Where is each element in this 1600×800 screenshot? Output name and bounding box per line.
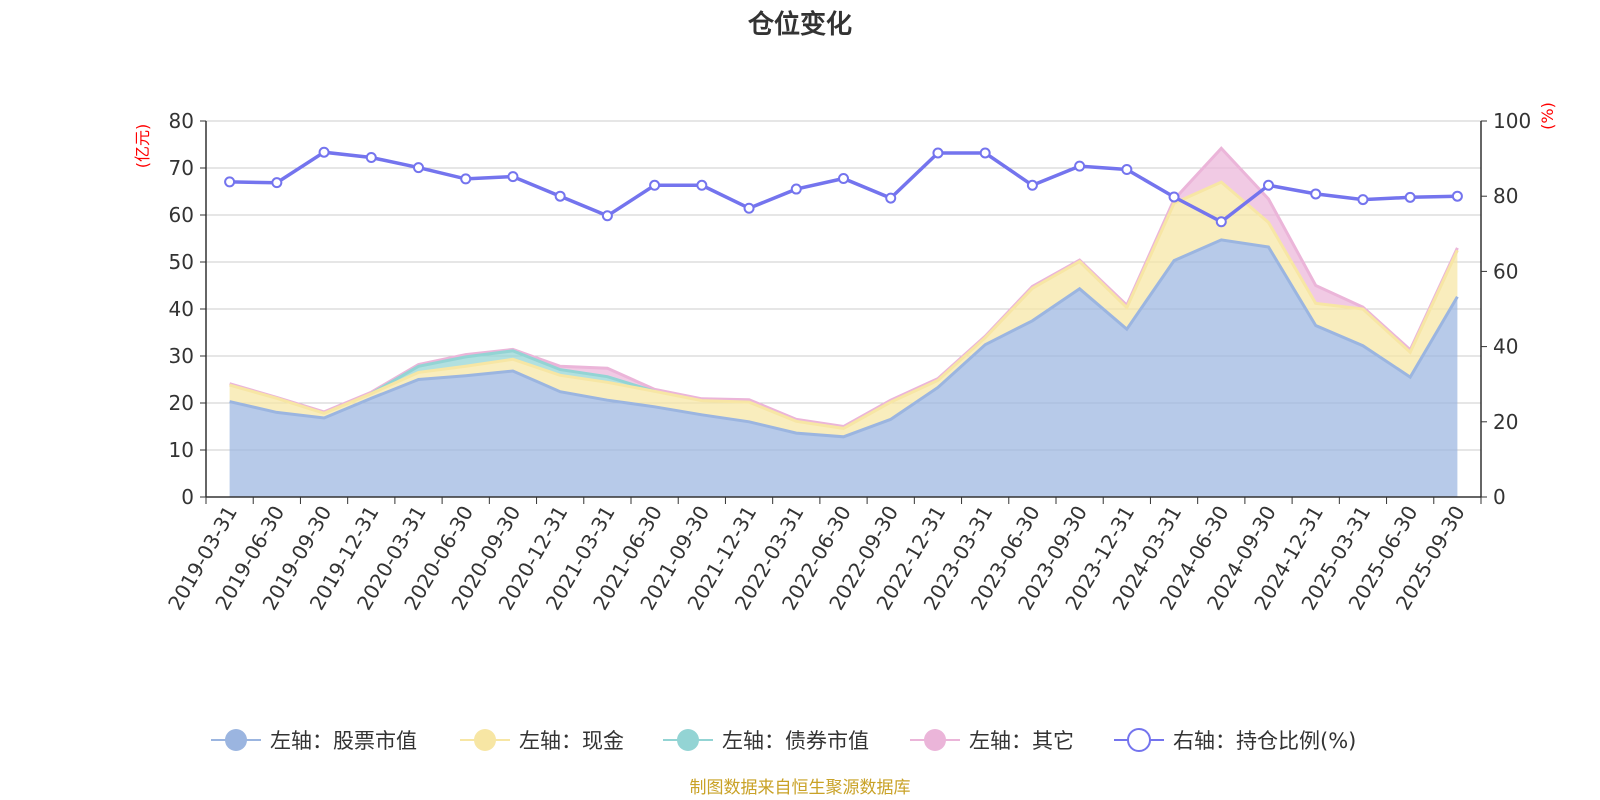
legend-marker-icon [924, 729, 946, 751]
ratio-point [1215, 216, 1227, 228]
legend-marker-icon [225, 729, 247, 751]
right-axis-tick-label: 40 [1493, 335, 1518, 359]
area-edge-line [229, 146, 1459, 429]
legend-marker-icon [1127, 728, 1151, 752]
left-axis-tick-label: 40 [169, 297, 194, 321]
ratio-line-series [224, 146, 1463, 228]
data-source-note: 制图数据来自恒生聚源数据库 [690, 778, 911, 798]
left-axis-tick-label: 10 [169, 438, 194, 462]
ratio-point [696, 179, 708, 191]
ratio-point [460, 173, 472, 185]
ratio-point [413, 162, 424, 174]
area-fill [229, 182, 1458, 437]
legend: 左轴：股票市值 左轴：现金 左轴：债券市值 左轴：其它 右轴：持仓比例(%) [211, 728, 1356, 753]
ratio-point [1451, 190, 1463, 202]
ratio-point [507, 171, 519, 183]
left-axis-tick-label: 20 [169, 391, 194, 415]
ratio-point [224, 176, 236, 188]
ratio-point [1357, 194, 1369, 206]
ratio-point [1310, 188, 1322, 200]
ratio-point [932, 147, 944, 159]
legend-item-label: 左轴：现金 [519, 729, 624, 753]
ratio-point [979, 147, 991, 159]
legend-item-label: 左轴：债券市值 [722, 729, 869, 753]
right-axis-tick-label: 80 [1493, 184, 1518, 208]
left-axis-tick-label: 30 [169, 344, 194, 368]
ratio-point [1074, 160, 1086, 172]
area-edge-line [229, 180, 1459, 430]
ratio-point [790, 183, 802, 195]
legend-marker-icon [474, 729, 496, 751]
left-axis-tick-label: 60 [169, 203, 194, 227]
area-series [229, 146, 1459, 497]
ratio-point [885, 192, 897, 204]
right-axis-tick-label: 20 [1493, 410, 1518, 434]
ratio-point [1026, 179, 1038, 191]
left-axis-tick-label: 0 [181, 485, 194, 509]
ratio-point [1121, 164, 1133, 176]
ratio-point [318, 146, 330, 158]
legend-item-label: 左轴：其它 [969, 729, 1074, 753]
ratio-point [649, 179, 661, 191]
right-axis-unit: (%) [1538, 102, 1557, 130]
ratio-point [271, 177, 283, 189]
ratio-point [743, 202, 755, 214]
area-fill [229, 239, 1458, 497]
legend-marker-icon [677, 729, 699, 751]
area-edge-line [229, 238, 1459, 439]
right-axis-tick-label: 100 [1493, 109, 1531, 133]
right-axis-tick-label: 60 [1493, 259, 1518, 283]
right-axis-tick-label: 0 [1493, 485, 1506, 509]
ratio-point [1168, 191, 1180, 203]
ratio-point [1263, 179, 1274, 191]
ratio-point [554, 190, 566, 202]
ratio-point [601, 210, 613, 222]
left-axis-tick-label: 80 [169, 109, 194, 133]
legend-item-label: 左轴：股票市值 [270, 729, 417, 753]
left-axis-unit: (亿元) [133, 124, 152, 169]
left-axis-tick-label: 50 [169, 250, 194, 274]
left-axis-tick-label: 70 [169, 156, 194, 180]
legend-item-label: 右轴：持仓比例(%) [1173, 729, 1356, 753]
ratio-point [838, 173, 849, 185]
ratio-point [1404, 191, 1416, 203]
area-edge-line [370, 349, 656, 395]
ratio-point [365, 151, 377, 163]
chart-title: 仓位变化 [747, 9, 852, 40]
